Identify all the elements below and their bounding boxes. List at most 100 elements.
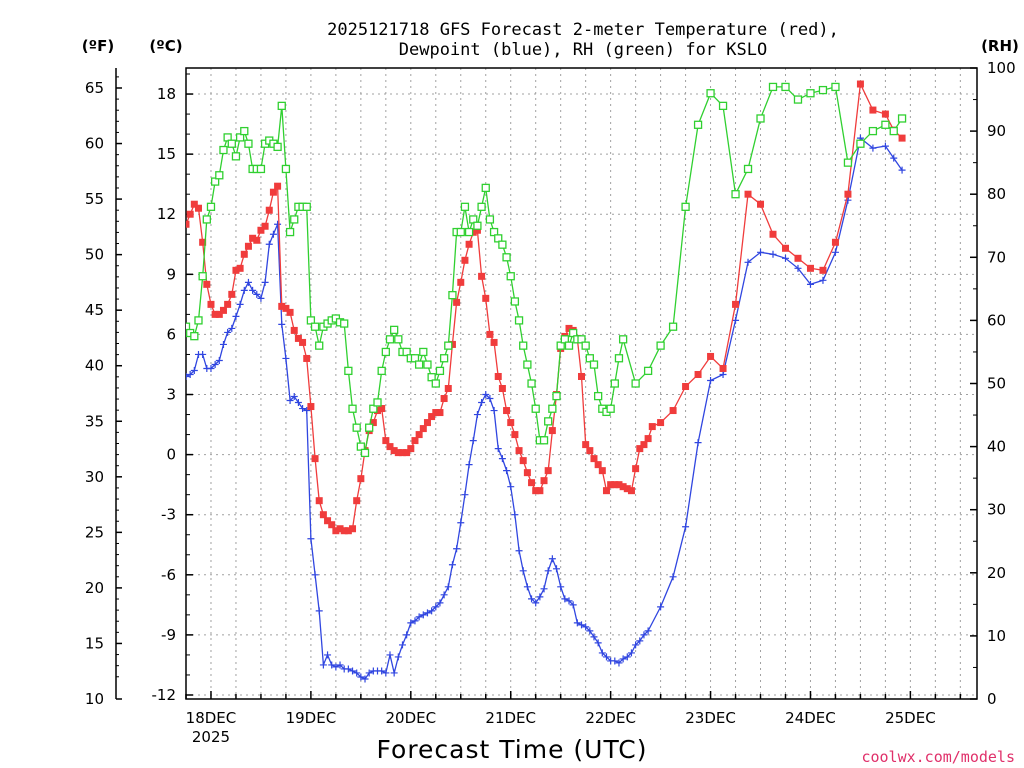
data-point-dewpoint [428, 607, 436, 615]
data-point-dewpoint [303, 407, 311, 415]
data-point-rh [756, 114, 765, 123]
celsius-tick-label: 9 [166, 265, 176, 283]
data-point-dewpoint [494, 445, 502, 453]
data-point-rh [215, 171, 224, 180]
data-point-rh [431, 379, 440, 388]
data-point-temperature [611, 481, 619, 489]
data-point-dewpoint [602, 653, 610, 661]
data-point-dewpoint [548, 555, 556, 563]
data-point-temperature [186, 210, 194, 218]
data-point-rh [831, 82, 840, 92]
series-2 [186, 82, 907, 458]
data-point-dewpoint [232, 312, 240, 320]
fahrenheit-tick-label: 60 [85, 135, 104, 153]
data-point-rh [610, 379, 619, 388]
data-point-dewpoint [627, 649, 635, 657]
data-point-dewpoint [590, 633, 598, 641]
data-point-rh [202, 215, 211, 224]
data-point-rh [577, 335, 586, 344]
rh-tick-label: 40 [987, 438, 1006, 456]
data-point-rh [781, 82, 790, 92]
data-point-dewpoint [299, 405, 307, 413]
data-point-dewpoint [228, 324, 236, 332]
data-point-rh [806, 89, 815, 98]
data-point-temperature [269, 188, 277, 196]
data-point-rh [360, 448, 370, 458]
data-point-dewpoint [744, 258, 752, 266]
data-point-temperature [819, 266, 827, 274]
data-point-temperature [536, 487, 544, 495]
data-point-dewpoint [199, 350, 207, 358]
data-point-temperature [794, 254, 802, 262]
data-point-temperature [519, 457, 527, 465]
data-point-dewpoint [565, 597, 573, 605]
data-point-dewpoint [382, 669, 390, 677]
data-point-rh [743, 164, 753, 174]
data-point-dewpoint [324, 651, 332, 659]
data-point-dewpoint [473, 411, 481, 419]
fahrenheit-tick-label: 15 [85, 634, 104, 652]
data-point-temperature [186, 220, 190, 228]
chart-subtitle: Dewpoint (blue), RH (green) for KSLO [399, 40, 767, 60]
data-point-temperature [507, 419, 515, 427]
data-point-dewpoint [253, 290, 261, 298]
x-tick-sublabel: 2025 [192, 728, 230, 746]
data-point-dewpoint [215, 356, 223, 364]
data-point-temperature [881, 110, 889, 118]
data-point-rh [731, 190, 740, 199]
celsius-tick-label: 0 [166, 446, 176, 464]
rh-tick-label: 10 [987, 627, 1006, 645]
data-point-dewpoint [249, 286, 257, 294]
data-point-rh [544, 417, 553, 426]
data-point-rh [881, 120, 890, 129]
data-point-temperature [498, 385, 506, 393]
data-point-temperature [636, 445, 644, 453]
data-point-rh [256, 164, 266, 174]
data-point-dewpoint [490, 407, 498, 415]
data-point-rh [385, 335, 395, 344]
data-point-dewpoint [881, 142, 889, 150]
data-point-temperature [544, 467, 552, 475]
data-point-rh [531, 404, 540, 413]
data-point-dewpoint [432, 603, 440, 611]
data-point-rh [460, 202, 470, 211]
data-point-temperature [469, 228, 477, 236]
data-point-temperature [682, 383, 690, 391]
data-point-dewpoint [461, 491, 469, 499]
data-point-rh [556, 341, 565, 350]
data-point-temperature [382, 437, 390, 445]
data-point-dewpoint [869, 144, 877, 152]
data-point-dewpoint [561, 595, 569, 603]
data-point-dewpoint [569, 601, 577, 609]
x-axis-label: Forecast Time (UTC) [377, 735, 648, 764]
data-point-temperature [257, 226, 265, 234]
data-point-rh [448, 291, 457, 300]
data-point-temperature [648, 423, 656, 431]
data-point-temperature [215, 310, 223, 318]
data-point-rh [273, 142, 282, 152]
rh-tick-label: 60 [987, 311, 1006, 329]
rh-tick-label: 80 [987, 185, 1006, 203]
data-point-temperature [707, 352, 715, 360]
data-point-rh [514, 316, 524, 325]
celsius-tick-label: 3 [166, 386, 176, 404]
data-point-temperature [590, 455, 598, 463]
data-point-temperature [423, 419, 431, 427]
data-point-dewpoint [619, 655, 627, 663]
data-point-rh [631, 379, 640, 388]
data-point-temperature [594, 461, 602, 469]
data-point-dewpoint [486, 395, 494, 403]
data-point-rh [190, 332, 199, 341]
data-point-temperature [444, 385, 452, 393]
data-point-dewpoint [269, 230, 277, 238]
data-point-temperature [390, 447, 398, 455]
fahrenheit-tick-label: 20 [85, 579, 104, 597]
fahrenheit-tick-label: 35 [85, 412, 104, 430]
data-point-temperature [299, 338, 307, 346]
data-point-dewpoint [819, 276, 827, 284]
data-point-dewpoint [419, 611, 427, 619]
x-tick-label: 18DEC [186, 709, 237, 727]
data-point-temperature [224, 300, 232, 308]
data-point-rh [456, 227, 465, 237]
data-point-rh [793, 95, 803, 104]
